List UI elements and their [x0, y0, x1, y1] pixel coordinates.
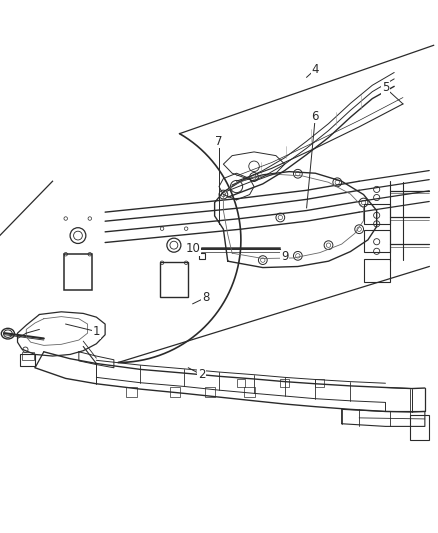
Text: 1: 1: [92, 325, 100, 338]
Text: 10: 10: [185, 243, 200, 255]
Bar: [160, 262, 188, 297]
Text: 2: 2: [198, 368, 205, 381]
Circle shape: [191, 247, 195, 252]
Bar: [20, 354, 35, 366]
Text: 5: 5: [382, 82, 389, 94]
Circle shape: [189, 246, 197, 253]
Bar: [64, 254, 92, 290]
Bar: [364, 259, 390, 282]
Text: 8: 8: [202, 291, 209, 304]
Bar: [237, 379, 245, 387]
Text: 6: 6: [311, 110, 319, 123]
Bar: [364, 204, 390, 224]
Bar: [244, 387, 255, 397]
Bar: [410, 415, 429, 440]
Bar: [170, 387, 180, 397]
Bar: [280, 379, 289, 387]
Bar: [315, 379, 324, 387]
Bar: [126, 387, 137, 397]
Bar: [22, 352, 34, 360]
Bar: [199, 253, 205, 259]
Bar: [364, 230, 390, 252]
Bar: [205, 387, 215, 397]
Text: 4: 4: [311, 63, 319, 76]
Text: 7: 7: [215, 135, 223, 148]
Text: 9: 9: [281, 251, 289, 263]
